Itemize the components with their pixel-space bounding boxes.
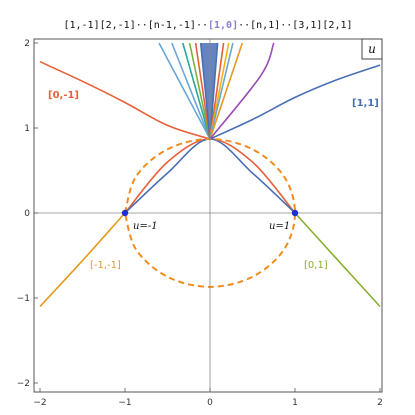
plot-frame [33,38,383,393]
series-curve-0 [39,60,211,140]
x-tick-label: 1 [292,398,298,408]
curve-label: [0,1] [304,260,328,271]
series-curve-9 [182,42,211,140]
top-labels: [1,-1][2,-1]··[n-1,-1]··[1,0]··[n,1]··[3… [63,20,352,31]
fan-fill-region [200,43,218,140]
point-label: u=1 [269,221,290,232]
series-curve-7 [158,42,211,140]
y-tick-label: 0 [24,209,30,219]
series-curve-11 [194,42,211,140]
y-tick-label: −1 [17,294,30,304]
series-curve-16 [209,42,234,140]
top-label: [2,-1] [100,20,136,31]
y-tick-label: −2 [17,379,30,389]
corner-label-box [361,38,383,60]
series-curve-14 [209,42,225,140]
top-label: ·· [238,20,250,31]
corner-label: u [368,42,376,56]
curve-label: [1,1] [352,98,379,109]
series-curve-17 [209,42,244,140]
series-curve-5 [294,212,381,308]
top-label: [n-1,-1] [148,20,196,31]
markers: u=-1 u=1 [121,209,299,232]
axes: −2 −1 0 1 2 −2 −1 0 1 2 [17,39,383,408]
top-label: [n,1] [250,20,280,31]
series-curve-18 [209,42,275,140]
fan-fill [200,43,218,140]
point-marker [291,209,299,217]
top-label: [3,1] [292,20,322,31]
series-curve-13 [209,42,219,140]
top-label: [1,-1] [63,20,99,31]
y-tick-label: 2 [24,39,30,49]
series-curve-8 [171,42,211,140]
curve-label: [0,-1] [48,90,79,101]
top-label: ·· [280,20,292,31]
point-label: u=-1 [133,221,158,232]
top-label: ·· [196,20,208,31]
curve-label: [-1,-1] [90,260,121,271]
x-tick-label: 2 [377,398,383,408]
series-curve-1 [209,64,381,140]
series-curve-10 [188,42,211,140]
y-tick-label: 1 [24,124,30,134]
top-label: ·· [136,20,148,31]
x-tick-label: 0 [207,398,213,408]
point-marker [121,209,129,217]
labels: [0,-1] [1,1] [-1,-1] [0,1] [48,90,379,271]
top-label: [1,0] [208,20,238,31]
series-curve-6 [124,138,296,288]
x-tick-label: −2 [33,398,46,408]
series-curve-12 [199,42,211,140]
top-label: [2,1] [322,20,352,31]
x-tick-label: −1 [118,398,131,408]
series-curve-4 [39,212,126,308]
curves [39,42,381,308]
